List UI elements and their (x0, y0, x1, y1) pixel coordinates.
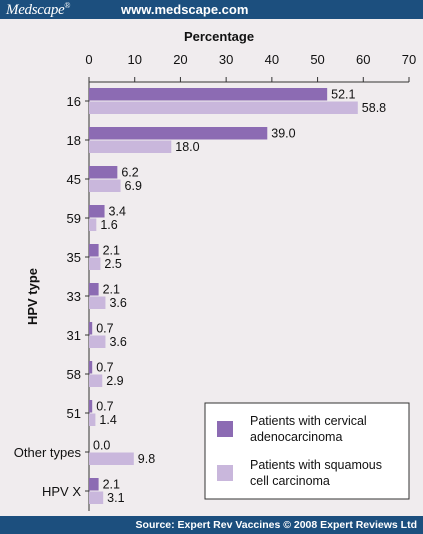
bar-squamous (89, 257, 101, 270)
value-label-adenocarcinoma: 2.1 (103, 478, 120, 492)
category-label: HPV X (42, 484, 81, 499)
x-tick-label: 10 (127, 52, 141, 67)
bar-adenocarcinoma (89, 166, 118, 179)
legend-swatch-adenocarcinoma (217, 421, 233, 437)
legend-label-line2: cell carcinoma (250, 474, 330, 488)
header-bar: Medscape® www.medscape.com (0, 0, 423, 19)
category-label: 18 (67, 133, 81, 148)
category-label: Other types (14, 445, 82, 460)
category-label: 31 (67, 328, 81, 343)
value-label-adenocarcinoma: 0.7 (96, 322, 113, 336)
bar-squamous (89, 179, 121, 192)
value-label-squamous: 18.0 (175, 140, 199, 154)
value-label-squamous: 3.1 (107, 491, 124, 505)
value-label-squamous: 2.5 (104, 257, 121, 271)
category-label: 59 (67, 211, 81, 226)
x-tick-label: 50 (310, 52, 324, 67)
value-label-adenocarcinoma: 2.1 (103, 244, 120, 258)
bar-adenocarcinoma (89, 127, 268, 140)
bar-squamous (89, 413, 96, 426)
bar-adenocarcinoma (89, 322, 93, 335)
logo-mark: ® (64, 1, 71, 10)
bar-adenocarcinoma (89, 400, 93, 413)
category-label: 51 (67, 406, 81, 421)
value-label-adenocarcinoma: 2.1 (103, 283, 120, 297)
category-label: 45 (67, 172, 81, 187)
medscape-logo[interactable]: Medscape® (6, 1, 70, 19)
bar-squamous (89, 101, 358, 114)
bar-adenocarcinoma (89, 361, 93, 374)
value-label-squamous: 3.6 (109, 296, 126, 310)
bar-adenocarcinoma (89, 205, 105, 218)
x-axis-title: Percentage (184, 29, 254, 44)
site-url-link[interactable]: www.medscape.com (121, 2, 249, 17)
legend-label-line1: Patients with squamous (250, 458, 382, 472)
value-label-adenocarcinoma: 3.4 (109, 205, 126, 219)
value-label-adenocarcinoma: 0.0 (93, 439, 110, 453)
category-label: 33 (67, 289, 81, 304)
logo-text: Medscape (6, 2, 65, 18)
legend-box (204, 402, 410, 500)
bar-adenocarcinoma (89, 244, 99, 257)
bar-adenocarcinoma (89, 478, 99, 491)
bar-squamous (89, 140, 172, 153)
x-tick-label: 40 (265, 52, 279, 67)
bar-squamous (89, 452, 134, 465)
footer-bar: Source: Expert Rev Vaccines © 2008 Exper… (0, 516, 423, 534)
source-credit: Source: Expert Rev Vaccines © 2008 Exper… (135, 519, 417, 531)
value-label-adenocarcinoma: 52.1 (331, 88, 355, 102)
x-tick-label: 0 (85, 52, 92, 67)
legend-swatch-squamous (217, 465, 233, 481)
bar-squamous (89, 491, 104, 504)
bar-adenocarcinoma (89, 283, 99, 296)
value-label-squamous: 6.9 (125, 179, 142, 193)
value-label-adenocarcinoma: 39.0 (271, 127, 295, 141)
value-label-adenocarcinoma: 6.2 (121, 166, 138, 180)
legend-label-line2: adenocarcinoma (250, 430, 342, 444)
value-label-squamous: 1.6 (100, 218, 117, 232)
x-tick-label: 20 (173, 52, 187, 67)
bar-squamous (89, 218, 97, 231)
bar-adenocarcinoma (89, 88, 328, 101)
bar-squamous (89, 296, 106, 309)
value-label-adenocarcinoma: 0.7 (96, 361, 113, 375)
bar-squamous (89, 335, 106, 348)
legend-label-line1: Patients with cervical (250, 414, 367, 428)
hpv-bar-chart: Percentage 0 10 20 30 40 50 60 70 HPV type 16 52.1 5… (14, 29, 416, 511)
y-axis-title: HPV type (25, 268, 40, 325)
value-label-squamous: 2.9 (106, 374, 123, 388)
bar-squamous (89, 374, 103, 387)
x-tick-label: 30 (219, 52, 233, 67)
x-tick-label: 60 (356, 52, 370, 67)
value-label-squamous: 1.4 (99, 413, 116, 427)
value-label-squamous: 3.6 (109, 335, 126, 349)
value-label-squamous: 9.8 (138, 452, 155, 466)
category-label: 16 (67, 94, 81, 109)
x-tick-label: 70 (402, 52, 416, 67)
chart-area: Percentage 0 10 20 30 40 50 60 70 HPV type 16 52.1 5… (0, 19, 423, 516)
category-label: 35 (67, 250, 81, 265)
value-label-squamous: 58.8 (362, 101, 386, 115)
category-label: 58 (67, 367, 81, 382)
value-label-adenocarcinoma: 0.7 (96, 400, 113, 414)
